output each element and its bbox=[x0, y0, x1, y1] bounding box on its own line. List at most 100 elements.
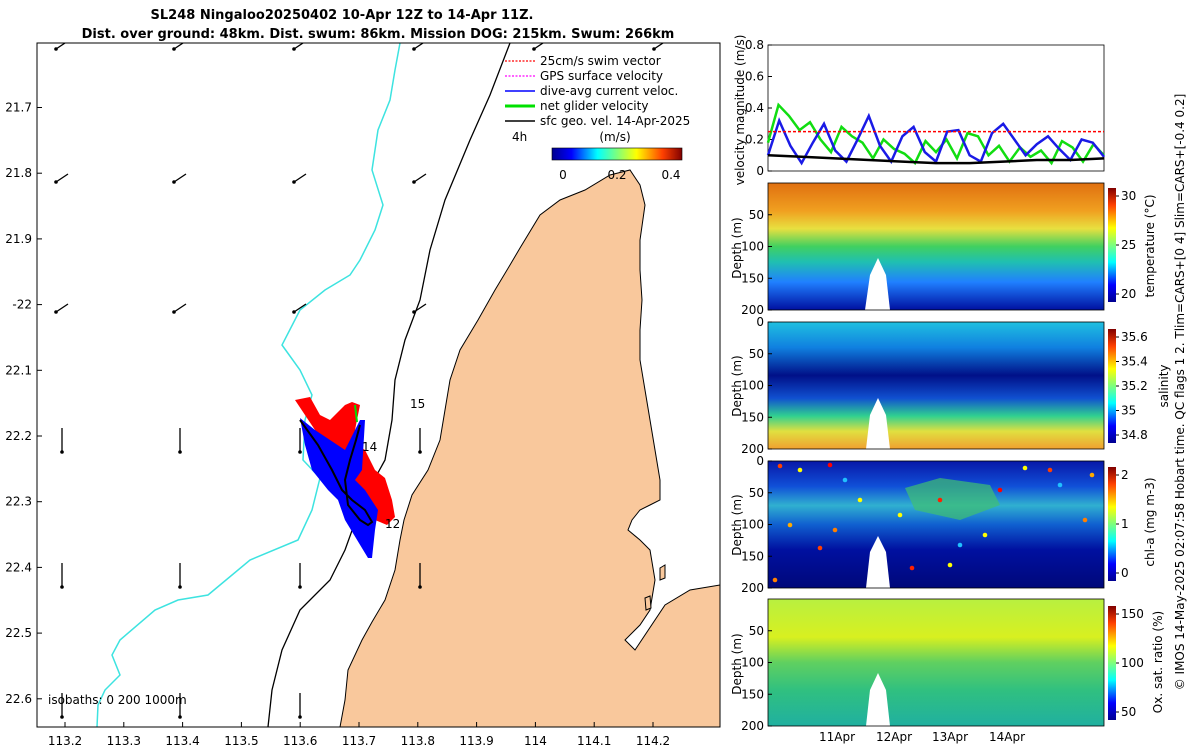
depth-tick-label: 0 bbox=[756, 315, 764, 329]
cbar-tick-label: 2 bbox=[1121, 468, 1129, 482]
salinity-ylabel: Depth (m) bbox=[730, 355, 744, 416]
heatmap-ticks: 5010015020030252005010015020035.635.435.… bbox=[741, 189, 1148, 733]
depth-tick-label: 100 bbox=[741, 518, 764, 532]
chla-ylabel: Depth (m) bbox=[730, 494, 744, 555]
day-axis: 11Apr 12Apr 13Apr 14Apr bbox=[819, 730, 1025, 744]
map-panel: 15 14 12 isobaths: 0 200 1000m 113.2 113.… bbox=[5, 42, 721, 748]
legend-label-geo: sfc geo. vel. 14-Apr-2025 bbox=[540, 114, 690, 128]
depth-tick-label: 150 bbox=[741, 687, 764, 701]
velocity-ytick-label: 0 bbox=[756, 164, 764, 178]
geo-arrow bbox=[54, 43, 67, 51]
net-velocity-vectors bbox=[354, 404, 358, 423]
geo-arrow bbox=[298, 563, 302, 589]
chla-point bbox=[909, 565, 915, 571]
map-ytick-label: 21.7 bbox=[5, 101, 32, 115]
legend-label-swim: 25cm/s swim vector bbox=[540, 54, 661, 68]
velocity-lines bbox=[766, 102, 1105, 166]
velocity-ylabel: velocity magnitude (m/s) bbox=[733, 35, 747, 186]
interval-label: 4h bbox=[512, 130, 527, 144]
geo-arrow bbox=[292, 303, 307, 314]
oxygen-panel: Depth (m) Ox. sat. ratio (%) bbox=[730, 598, 1165, 727]
land-australia bbox=[339, 169, 720, 727]
chla-point bbox=[787, 522, 793, 528]
day-tick-label: 14Apr bbox=[989, 730, 1025, 744]
geo-arrow bbox=[418, 563, 422, 589]
geo-arrow bbox=[60, 693, 64, 719]
depth-tick-label: 150 bbox=[741, 549, 764, 563]
geo-arrow bbox=[412, 173, 427, 184]
oxygen-ylabel: Depth (m) bbox=[730, 633, 744, 694]
map-ytick-label: 22.3 bbox=[5, 495, 32, 509]
cbar-tick-label: 35.4 bbox=[1121, 355, 1148, 369]
isobath-200m bbox=[267, 43, 511, 727]
land-islet-2 bbox=[644, 595, 652, 611]
chla-green-patch bbox=[905, 478, 1000, 520]
cbar-tick-label: 150 bbox=[1121, 607, 1144, 621]
velocity-panel: 0 0.2 0.4 0.6 0.8 velocity magnitude (m/s) bbox=[733, 35, 1105, 186]
title-line2: Dist. over ground: 48km. Dist. swum: 86k… bbox=[82, 27, 675, 42]
cbar-tick-label: 0 bbox=[1121, 566, 1129, 580]
map-xtick-label: 114.1 bbox=[577, 734, 611, 748]
depth-tick-label: 50 bbox=[749, 347, 764, 361]
legend-label-gps: GPS surface velocity bbox=[540, 69, 663, 83]
cbar-tick-label: 30 bbox=[1121, 189, 1136, 203]
geo-arrow bbox=[532, 43, 545, 51]
geo-arrow bbox=[60, 563, 64, 589]
velocity-ytick-label: 0.6 bbox=[745, 70, 764, 84]
velocity-ytick-label: 0.4 bbox=[745, 101, 764, 115]
salinity-gap bbox=[866, 398, 890, 449]
day-label-14: 14 bbox=[362, 440, 377, 454]
day-tick-label: 12Apr bbox=[876, 730, 912, 744]
chla-dots bbox=[772, 462, 1095, 583]
cbar-tick-label: 20 bbox=[1121, 287, 1136, 301]
velocity-ytick-label: 0.8 bbox=[745, 38, 764, 52]
geo-arrow bbox=[178, 693, 182, 719]
legend-entry-swim: 25cm/s swim vector bbox=[505, 54, 661, 68]
map-frame bbox=[36, 42, 721, 728]
depth-tick-label: 100 bbox=[741, 240, 764, 254]
map-xtick-label: 113.9 bbox=[459, 734, 493, 748]
speed-colorbar-label: (m/s) bbox=[599, 130, 630, 144]
depth-tick-label: 50 bbox=[749, 486, 764, 500]
chla-point bbox=[947, 562, 953, 568]
map-xtick-label: 113.8 bbox=[401, 734, 435, 748]
geo-arrow bbox=[172, 173, 187, 184]
geo-arrow bbox=[298, 693, 302, 719]
map-ytick-label: 22.1 bbox=[5, 363, 32, 377]
chla-point bbox=[817, 545, 823, 551]
chla-gap bbox=[866, 536, 890, 588]
speed-colorbar-tick-0.4: 0.4 bbox=[661, 168, 680, 182]
speed-colorbar bbox=[551, 147, 683, 161]
geo-arrow bbox=[412, 303, 427, 314]
chla-point bbox=[937, 497, 943, 503]
chla-point bbox=[997, 487, 1003, 493]
map-xtick-label: 113.4 bbox=[165, 734, 199, 748]
oxygen-cbar-label: Ox. sat. ratio (%) bbox=[1151, 611, 1165, 713]
legend-label-dive-avg: dive-avg current veloc. bbox=[540, 84, 678, 98]
depth-tick-label: 200 bbox=[741, 581, 764, 595]
oxygen-field bbox=[768, 599, 1104, 726]
depth-tick-label: 50 bbox=[749, 624, 764, 638]
chla-point bbox=[1047, 467, 1053, 473]
chla-point bbox=[982, 532, 988, 538]
chla-point bbox=[957, 542, 963, 548]
temperature-gap bbox=[865, 258, 890, 310]
cbar-tick-label: 34.8 bbox=[1121, 428, 1148, 442]
isobath-0m bbox=[96, 43, 401, 727]
depth-tick-label: 100 bbox=[741, 656, 764, 670]
legend-label-net: net glider velocity bbox=[540, 99, 648, 113]
salinity-panel: Depth (m) salinity bbox=[730, 321, 1171, 450]
legend-entry-geo: sfc geo. vel. 14-Apr-2025 bbox=[505, 114, 690, 128]
chla-point bbox=[1022, 465, 1028, 471]
cbar-tick-label: 50 bbox=[1121, 705, 1136, 719]
cbar-tick-label: 25 bbox=[1121, 238, 1136, 252]
geo-arrow bbox=[652, 43, 665, 51]
chla-point bbox=[842, 477, 848, 483]
geo-arrow bbox=[172, 43, 185, 51]
chla-point bbox=[797, 467, 803, 473]
geo-arrow bbox=[178, 428, 182, 454]
velocity-ytick-label: 0.2 bbox=[745, 133, 764, 147]
chla-cbar-label: chl-a (mg m-3) bbox=[1143, 477, 1157, 566]
map-xtick-label: 113.3 bbox=[107, 734, 141, 748]
chla-panel: Depth (m) chl-a (mg m-3) bbox=[730, 460, 1157, 589]
